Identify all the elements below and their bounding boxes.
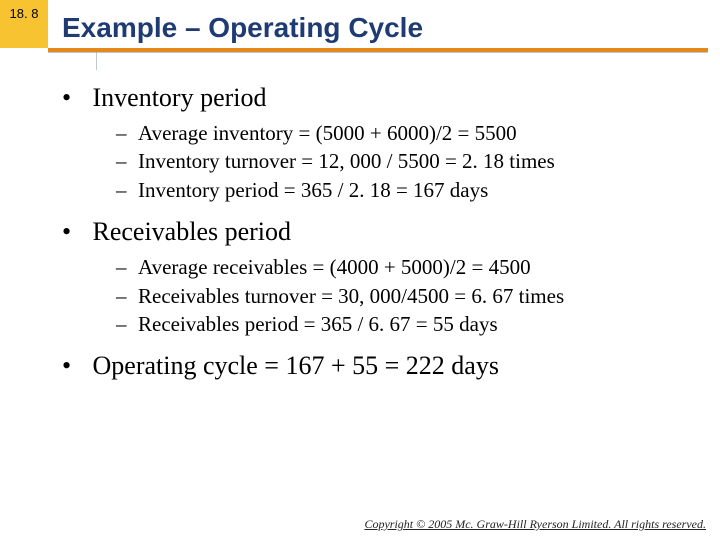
sub-text: Inventory turnover = 12, 000 / 5500 = 2.… — [138, 149, 555, 173]
sub-text: Inventory period = 365 / 2. 18 = 167 day… — [138, 178, 488, 202]
bullet-list: Inventory period Average inventory = (50… — [60, 80, 692, 383]
sub-item: Inventory turnover = 12, 000 / 5500 = 2.… — [116, 147, 692, 175]
sub-item: Inventory period = 365 / 2. 18 = 167 day… — [116, 176, 692, 204]
slide-number-badge: 18. 8 — [0, 0, 48, 48]
sub-item: Average receivables = (4000 + 5000)/2 = … — [116, 253, 692, 281]
sub-text: Receivables period = 365 / 6. 67 = 55 da… — [138, 312, 498, 336]
slide: 18. 8 Example – Operating Cycle Inventor… — [0, 0, 720, 540]
divider-tick — [96, 52, 97, 70]
slide-number: 18. 8 — [10, 6, 39, 21]
bullet-item: Receivables period Average receivables =… — [60, 214, 692, 338]
bullet-text: Receivables period — [93, 217, 292, 246]
bullet-item: Operating cycle = 167 + 55 = 222 days — [60, 348, 692, 383]
sub-list: Average receivables = (4000 + 5000)/2 = … — [116, 253, 692, 338]
bullet-text: Operating cycle = 167 + 55 = 222 days — [93, 351, 499, 380]
sub-text: Receivables turnover = 30, 000/4500 = 6.… — [138, 284, 564, 308]
content-area: Inventory period Average inventory = (50… — [60, 80, 692, 383]
bullet-item: Inventory period Average inventory = (50… — [60, 80, 692, 204]
slide-title: Example – Operating Cycle — [62, 12, 423, 44]
copyright-footer: Copyright © 2005 Mc. Graw-Hill Ryerson L… — [364, 517, 706, 532]
divider-line — [48, 52, 708, 53]
sub-item: Receivables turnover = 30, 000/4500 = 6.… — [116, 282, 692, 310]
sub-item: Receivables period = 365 / 6. 67 = 55 da… — [116, 310, 692, 338]
sub-list: Average inventory = (5000 + 6000)/2 = 55… — [116, 119, 692, 204]
sub-text: Average receivables = (4000 + 5000)/2 = … — [138, 255, 531, 279]
bullet-text: Inventory period — [93, 83, 267, 112]
sub-text: Average inventory = (5000 + 6000)/2 = 55… — [138, 121, 517, 145]
sub-item: Average inventory = (5000 + 6000)/2 = 55… — [116, 119, 692, 147]
